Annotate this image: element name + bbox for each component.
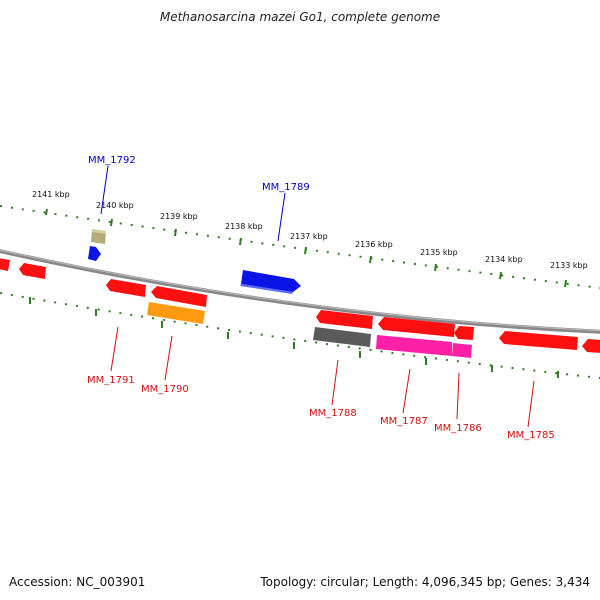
scale-label: 2141 kbp bbox=[32, 190, 70, 199]
gene-label[interactable]: MM_1788 bbox=[309, 408, 357, 419]
gene-mm-1791[interactable] bbox=[106, 279, 146, 297]
forward-genes bbox=[88, 229, 301, 294]
outer-major-ticks bbox=[45, 208, 567, 288]
gene-left-2[interactable] bbox=[19, 263, 46, 279]
gene-mm-1789[interactable] bbox=[241, 270, 301, 292]
scale-label: 2137 kbp bbox=[290, 232, 328, 241]
gene-mm-1792[interactable] bbox=[88, 246, 101, 261]
reverse-genes bbox=[0, 258, 600, 358]
scale-label: 2133 kbp bbox=[550, 261, 588, 270]
accession-text: Accession: NC_003901 bbox=[9, 575, 146, 589]
gene-label[interactable]: MM_1790 bbox=[141, 384, 189, 395]
gene-label[interactable]: MM_1786 bbox=[434, 423, 482, 434]
gene-label[interactable]: MM_1789 bbox=[262, 182, 310, 193]
gene-label[interactable]: MM_1787 bbox=[380, 416, 428, 427]
genome-backbone-highlight bbox=[0, 249, 600, 332]
map-title: Methanosarcina mazei Go1, complete genom… bbox=[159, 10, 441, 24]
gene-label[interactable]: MM_1785 bbox=[507, 430, 555, 441]
label-leaders bbox=[100, 165, 535, 428]
gene-shade bbox=[240, 284, 293, 294]
gene-mm-1791b[interactable] bbox=[151, 286, 207, 307]
gene-right-edge[interactable] bbox=[582, 339, 600, 353]
gene-mm-1790[interactable] bbox=[147, 302, 205, 324]
gene-mm-1787[interactable] bbox=[376, 335, 452, 356]
gene-mm-1786[interactable] bbox=[452, 343, 472, 358]
gene-mm-1787a[interactable] bbox=[378, 317, 455, 337]
genome-backbone bbox=[0, 249, 600, 334]
gene-mm-1788a[interactable] bbox=[316, 310, 373, 329]
gene-left-edge[interactable] bbox=[0, 258, 10, 271]
gene-label[interactable]: MM_1791 bbox=[87, 375, 135, 386]
gene-mm-1788[interactable] bbox=[313, 327, 371, 347]
scale-label: 2138 kbp bbox=[225, 222, 263, 231]
gene-shade bbox=[92, 229, 106, 234]
scale-label: 2135 kbp bbox=[420, 248, 458, 257]
genome-summary: Topology: circular; Length: 4,096,345 bp… bbox=[260, 575, 590, 589]
scale-label: 2136 kbp bbox=[355, 240, 393, 249]
scale-labels: 2141 kbp 2140 kbp 2139 kbp 2138 kbp 2137… bbox=[32, 190, 588, 270]
gene-label[interactable]: MM_1792 bbox=[88, 155, 136, 166]
scale-label: 2134 kbp bbox=[485, 255, 523, 264]
gene-labels: MM_1792 MM_1789 MM_1791 MM_1790 MM_1788 … bbox=[87, 155, 555, 441]
gene-mm-1786a[interactable] bbox=[454, 326, 474, 340]
inner-major-ticks bbox=[29, 297, 559, 378]
gene-mm-1785[interactable] bbox=[499, 331, 578, 350]
scale-label: 2139 kbp bbox=[160, 212, 198, 221]
scale-label: 2140 kbp bbox=[96, 201, 134, 210]
